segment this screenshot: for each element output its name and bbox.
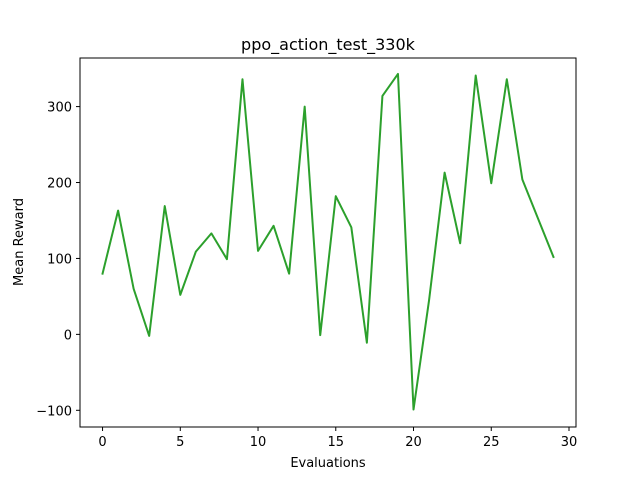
y-tick-label: 100 [47,252,72,267]
plot-area [79,57,577,428]
y-axis-label: Mean Reward [12,198,27,286]
x-tick-label: 10 [250,435,267,450]
y-axis: −100 0 100 200 300 [36,101,80,419]
series-line-0 [101,72,555,411]
x-tick-label: 5 [176,435,184,450]
y-tick-label: 200 [47,177,72,192]
x-tick-label: 30 [561,435,578,450]
x-tick-label: 15 [328,435,345,450]
chart-title: ppo_action_test_330k [241,35,416,55]
x-tick-label: 20 [405,435,422,450]
y-tick-label: −100 [36,404,72,419]
y-tick-label: 0 [64,328,72,343]
x-tick-label: 25 [483,435,500,450]
x-axis-label: Evaluations [290,456,366,471]
axes-frame [79,57,577,428]
x-tick-label: 0 [98,435,106,450]
y-tick-label: 300 [47,101,72,116]
x-axis: 0 5 10 15 20 25 30 [98,427,577,450]
